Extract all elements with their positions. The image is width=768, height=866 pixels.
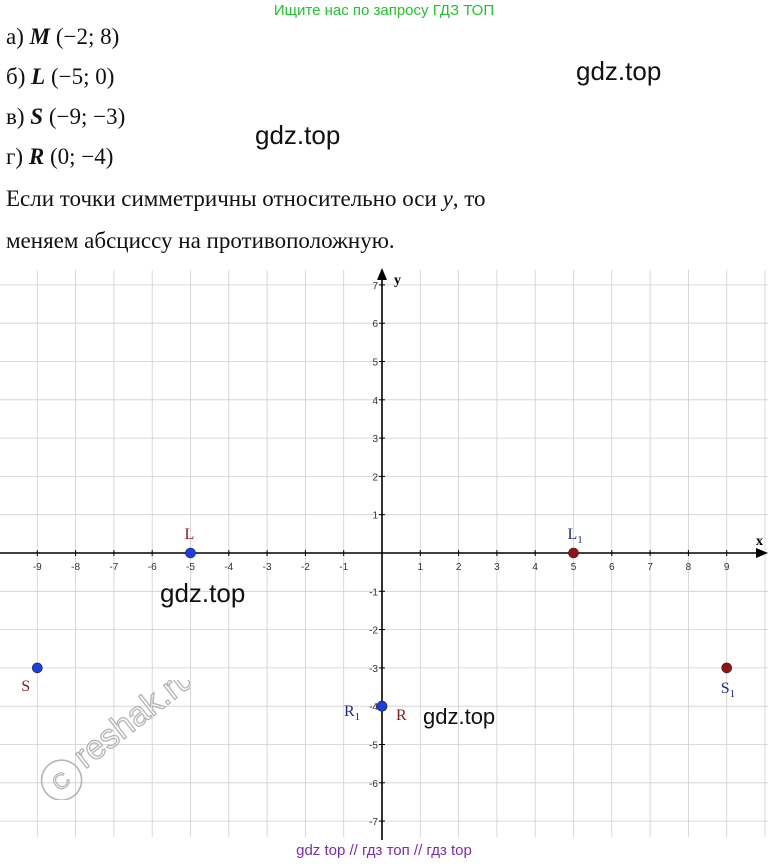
x-tick-label: -2 [301,562,310,573]
explanation-line-1: Если точки симметричны относительно оси … [6,186,486,212]
watermark: gdz.top [160,578,246,608]
point-s-marker [31,662,43,674]
x-tick-label: -8 [71,562,80,573]
point-item-name: L [31,64,46,89]
x-axis-label: x [756,534,763,549]
reshak-watermark-logo: C reshak.ru [40,680,190,800]
copyright-circle-icon [40,759,83,800]
bottom-banner: gdz top // гдз топ // гдз top [296,842,472,859]
x-axis-arrow [756,548,768,558]
point-item-prefix: г) [6,144,29,169]
y-tick-label: 1 [372,511,378,522]
explanation-variable: y [442,186,453,211]
x-tick-label: 6 [609,562,615,573]
top-banner: Ищите нас по запросу ГДЗ ТОП [273,2,495,19]
x-tick-label: 4 [532,562,538,573]
x-tick-label: -6 [148,562,157,573]
x-tick-label: -7 [109,562,118,573]
point-item-m: а) M (−2; 8) [6,24,119,50]
y-tick-label: -7 [369,817,378,828]
y-tick-label: -2 [369,626,378,637]
point-l-label: L [185,526,195,543]
point-s-label: S [21,678,30,695]
x-tick-label: -5 [186,562,195,573]
point-l-marker [185,547,196,559]
y-tick-label: -5 [369,741,378,752]
point-label-subscript: 1 [355,711,361,723]
point-item-coords: (−2; 8) [50,24,120,49]
reshak-text: reshak.ru [67,680,190,776]
point-item-prefix: в) [6,104,31,129]
x-tick-label: 1 [418,562,424,573]
point-item-l: б) L (−5; 0) [6,64,114,90]
y-tick-label: 4 [372,396,378,407]
point-s1-marker [721,662,733,674]
point-item-name: R [28,144,45,169]
x-tick-label: 8 [686,562,692,573]
y-tick-label: -1 [369,587,378,598]
watermark: gdz.top [576,56,662,86]
point-l1-marker [568,547,579,559]
point-r-label: R [396,707,407,724]
explanation-line-2: меняем абсциссу на противоположную. [6,228,395,253]
watermark: gdz.top [255,120,341,150]
point-item-r: г) R (0; −4) [6,144,113,170]
y-tick-label: -3 [369,664,378,675]
coordinate-plane: xy-9-8-7-6-5-4-3-2-1123456789-9-8-7-6-5-… [0,268,768,840]
point-item-coords: (0; −4) [44,144,114,169]
x-tick-label: 2 [456,562,462,573]
y-tick-label: 2 [372,472,378,483]
point-label-subscript: 1 [730,688,736,700]
x-tick-label: 7 [647,562,653,573]
point-s1-label: S1 [721,680,735,700]
y-tick-label: 3 [372,434,378,445]
y-tick-label: -6 [369,779,378,790]
point-l1-label: L1 [568,526,583,546]
x-tick-label: -3 [263,562,272,573]
point-item-name: M [29,24,51,49]
x-tick-label: -1 [339,562,348,573]
y-tick-label: -4 [369,702,378,713]
point-item-coords: (−5; 0) [45,64,115,89]
watermark: gdz.top [423,704,496,729]
point-item-prefix: а) [6,24,30,49]
point-item-prefix: б) [6,64,32,89]
svg-text:C: C [47,766,75,796]
point-label-subscript: 1 [577,534,583,546]
y-tick-label: 5 [372,358,378,369]
y-tick-label: 7 [372,281,378,292]
point-r1-marker [376,700,388,712]
point-item-coords: (−9; −3) [43,104,126,129]
x-tick-label: 9 [724,562,730,573]
x-tick-label: 5 [571,562,577,573]
explanation-text-b: , то [452,186,486,211]
x-tick-label: 3 [494,562,500,573]
y-axis-arrow [377,268,387,280]
point-item-s: в) S (−9; −3) [6,104,125,130]
x-tick-label: -4 [224,562,233,573]
y-axis-label: y [394,273,401,288]
x-tick-label: -9 [33,562,42,573]
point-item-name: S [30,104,44,129]
explanation-text-a: Если точки симметричны относительно оси [6,186,443,211]
y-tick-label: 6 [372,319,378,330]
